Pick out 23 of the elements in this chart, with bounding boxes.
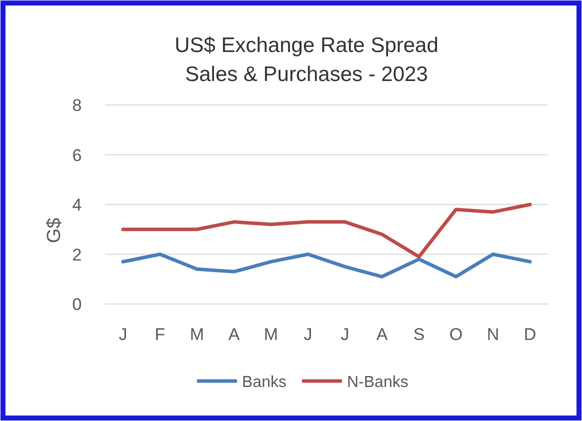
x-tick-label: J bbox=[118, 325, 128, 344]
x-tick-label: S bbox=[413, 325, 425, 344]
legend-label: N-Banks bbox=[347, 374, 408, 391]
y-axis-title: G$ bbox=[44, 217, 65, 244]
line-series bbox=[121, 202, 532, 258]
x-tick-label: O bbox=[449, 325, 463, 344]
x-tick-label: J bbox=[304, 325, 312, 344]
x-tick-label: J bbox=[340, 325, 350, 344]
chart-title: US$ Exchange Rate Spread Sales & Purchases - 2023 bbox=[174, 34, 438, 86]
y-tick-label: 2 bbox=[72, 245, 82, 264]
x-tick-label: A bbox=[228, 325, 240, 344]
x-tick-label: D bbox=[524, 325, 536, 344]
legend-label: Banks bbox=[242, 374, 286, 391]
y-tick-label: 0 bbox=[72, 295, 82, 314]
x-tick-label: M bbox=[264, 325, 278, 344]
y-tick-label: 8 bbox=[72, 96, 82, 115]
x-tick-label: M bbox=[190, 325, 204, 344]
x-tick-label: F bbox=[154, 325, 166, 344]
y-tick-label: 4 bbox=[72, 196, 82, 214]
line-series bbox=[121, 252, 532, 278]
x-tick-label: A bbox=[376, 325, 388, 344]
y-tick-label: 6 bbox=[72, 146, 82, 165]
x-tick-label: N bbox=[486, 325, 500, 344]
